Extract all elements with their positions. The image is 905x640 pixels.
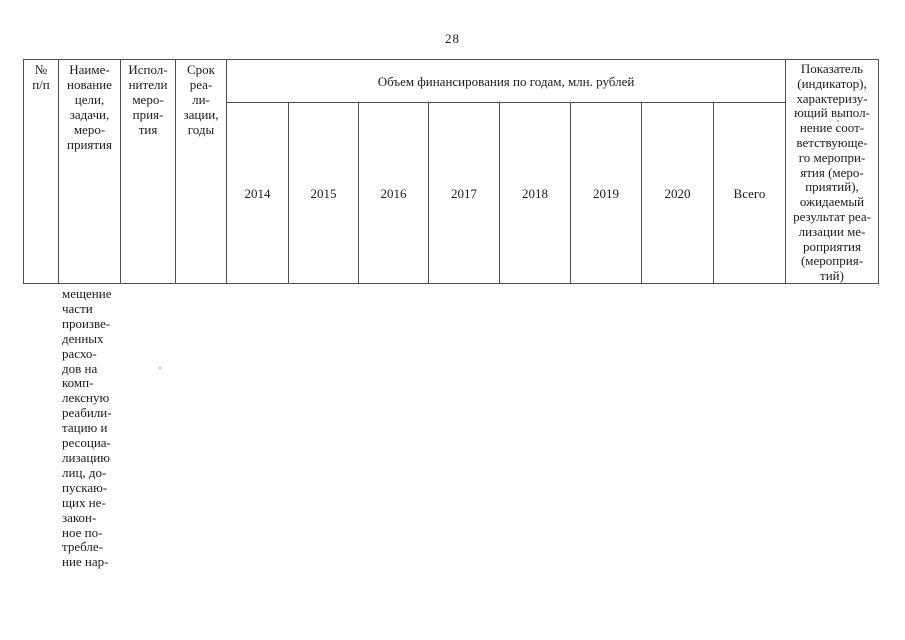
column-header-number: № п/п <box>24 60 59 283</box>
year-2018-header: 2018 <box>500 103 571 283</box>
year-2016-header: 2016 <box>359 103 429 283</box>
column-header-indicator: Показатель (индикатор), характеризу- ющи… <box>793 61 871 284</box>
scan-speck <box>159 367 161 369</box>
year-2015-header: 2015 <box>289 103 359 283</box>
page-number: 28 <box>445 31 460 46</box>
continuation-text: мещение части произве- денных расхо- дов… <box>62 286 112 570</box>
column-header-goal-name: Наиме- нование цели, задачи, меро- прият… <box>59 60 121 283</box>
year-2019-header: 2019 <box>571 103 642 283</box>
total-column-header: Всего <box>714 103 786 283</box>
year-2017-header: 2017 <box>429 103 500 283</box>
financing-volume-header: Объем финансирования по годам, млн. рубл… <box>227 60 786 103</box>
scan-speck <box>837 120 839 122</box>
column-header-term: Срок реа- ли- зации, годы <box>176 60 227 283</box>
year-2020-header: 2020 <box>642 103 714 283</box>
financing-table-header: № п/п Наиме- нование цели, задачи, меро-… <box>23 59 879 284</box>
year-2014-header: 2014 <box>227 103 289 283</box>
column-header-executors: Испол- нители меро- прия- тия <box>121 60 176 283</box>
